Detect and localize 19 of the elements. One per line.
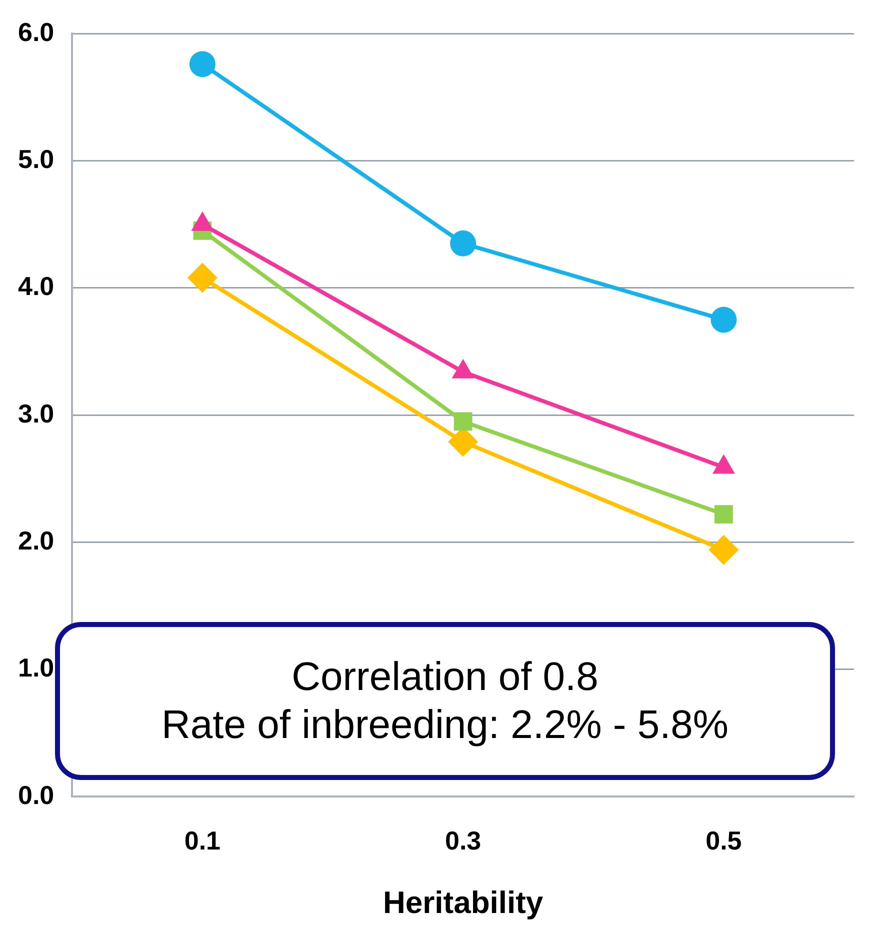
x-tick-label: 0.5 [706, 825, 742, 856]
point [708, 534, 739, 565]
y-tick-label: 3.0 [18, 398, 54, 428]
point [710, 306, 737, 333]
callout-box: Correlation of 0.8 Rate of inbreeding: 2.2% - 5.8% [55, 622, 835, 780]
y-tick-label: 1.0 [18, 652, 54, 683]
y-tick-label: 5.0 [18, 144, 54, 174]
y-tick-label: 4.0 [18, 271, 54, 302]
y-tick-label: 2.0 [18, 525, 54, 556]
x-tick-label: 0.1 [184, 825, 221, 856]
y-tick-label: 6.0 [18, 16, 54, 47]
y-tick-label: 0.0 [18, 780, 54, 810]
point [189, 51, 216, 78]
x-axis-title: Heritability [382, 884, 544, 920]
x-tick-label: 0.3 [444, 825, 482, 856]
point [187, 262, 218, 293]
point [450, 230, 476, 256]
point [714, 505, 733, 524]
point [454, 412, 472, 431]
